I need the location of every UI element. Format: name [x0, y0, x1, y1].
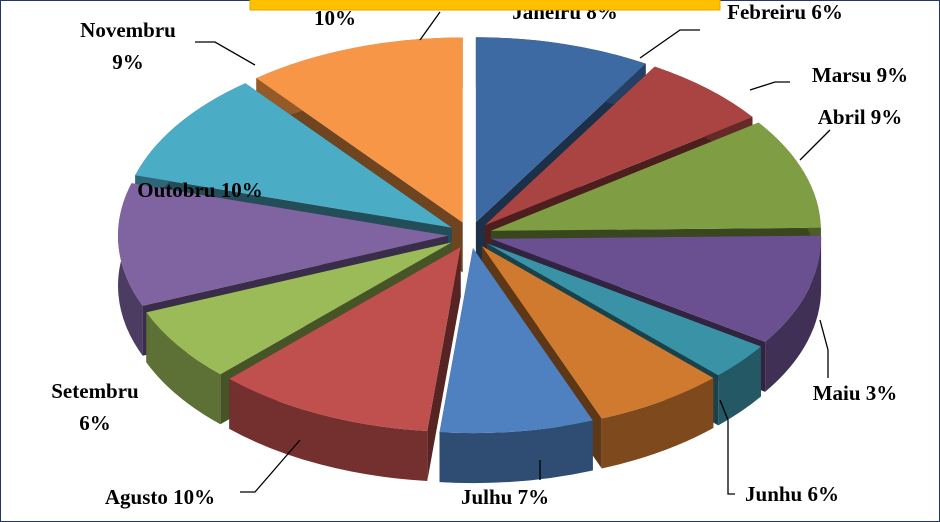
- leader-line: [240, 439, 301, 493]
- value-label: 3%: [866, 381, 898, 405]
- category-label: Junhu: [745, 482, 803, 506]
- data-label: Marsu 9%: [812, 63, 908, 87]
- value-label: 6%: [811, 0, 843, 24]
- slice-side: [427, 246, 461, 481]
- slice-top: [491, 235, 822, 342]
- slice-rim: [601, 377, 714, 469]
- data-label: Abril 9%: [818, 105, 903, 129]
- leader-line: [719, 399, 735, 495]
- slice-top: [118, 183, 449, 306]
- slice-top: [481, 246, 714, 419]
- leader-line: [799, 129, 831, 161]
- data-label: Julhu 7%: [461, 485, 549, 509]
- leader-line: [639, 29, 700, 59]
- category-label: Maiu: [813, 381, 861, 405]
- leader-line: [419, 11, 441, 41]
- slice-top: [135, 83, 452, 228]
- slice-rim: [229, 378, 428, 481]
- category-label: Novembru: [80, 18, 176, 42]
- data-label: Junhu 6%: [745, 482, 839, 506]
- leader-line: [195, 41, 256, 66]
- value-label: 10%: [173, 485, 215, 509]
- value-label: 6%: [79, 411, 111, 435]
- slice-rim: [146, 312, 221, 425]
- data-label: Agusto 10%: [105, 485, 215, 509]
- slice-rim: [765, 235, 822, 392]
- data-label: Novembru 9%: [80, 18, 176, 74]
- slice: [439, 248, 593, 484]
- pie: [118, 37, 822, 484]
- value-label: 6%: [807, 482, 839, 506]
- leader-line: [819, 319, 829, 378]
- slice-top: [256, 37, 463, 223]
- category-label: Julhu: [461, 485, 513, 509]
- slice-rim: [718, 346, 761, 426]
- slice-top: [484, 66, 753, 226]
- category-label: Marsu: [812, 63, 872, 87]
- category-label: Febreiru: [727, 0, 806, 24]
- slice-top: [486, 243, 761, 376]
- data-label: Febreiru 6%: [727, 0, 843, 24]
- labels: Janeiru 8% Febreiru 6%Marsu 9%Abril 9%Mai…: [51, 0, 908, 509]
- value-label: 7%: [518, 485, 550, 509]
- value-label: 9%: [871, 105, 903, 129]
- slice-top: [146, 242, 452, 375]
- category-label: Outobru: [137, 178, 216, 202]
- value-label: 9%: [112, 50, 144, 74]
- data-label: Outobru 10%: [137, 178, 262, 202]
- slice-rim: [439, 420, 593, 484]
- slice: [229, 246, 461, 481]
- value-label: 10%: [221, 178, 263, 202]
- slice-top: [439, 248, 593, 434]
- category-label: Abril: [818, 105, 866, 129]
- category-label: Agusto: [105, 485, 168, 509]
- slice-top: [475, 37, 646, 223]
- slice-top: [490, 122, 821, 231]
- data-label: Setembru 6%: [51, 379, 139, 435]
- data-label: Maiu 3%: [813, 381, 898, 405]
- category-label: Setembru: [51, 379, 139, 403]
- leader-line: [749, 81, 790, 91]
- value-label: 9%: [877, 63, 909, 87]
- overlay-bar: [249, 0, 721, 11]
- slice-top: [229, 246, 461, 431]
